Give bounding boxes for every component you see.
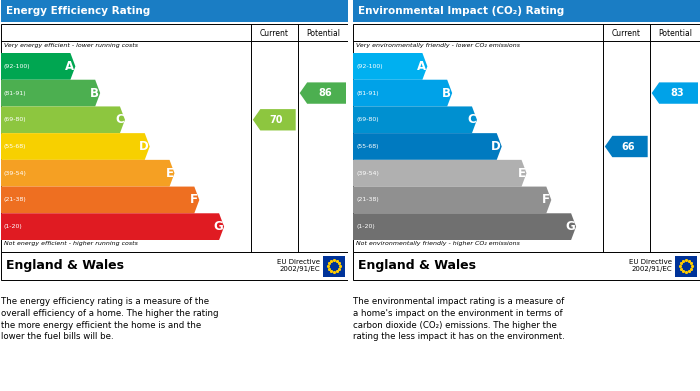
Polygon shape [353, 133, 502, 160]
Text: Not environmentally friendly - higher CO₂ emissions: Not environmentally friendly - higher CO… [356, 241, 520, 246]
Polygon shape [1, 106, 125, 133]
Text: G: G [566, 220, 575, 233]
Text: A: A [417, 60, 426, 73]
Text: B: B [90, 86, 99, 100]
Text: (69-80): (69-80) [356, 117, 379, 122]
Bar [353, 252, 700, 280]
Text: 66: 66 [622, 142, 636, 151]
Text: E: E [165, 167, 174, 180]
Text: F: F [190, 194, 198, 206]
Polygon shape [1, 80, 100, 106]
Text: A: A [65, 60, 74, 73]
Text: Current: Current [612, 29, 640, 38]
Text: Current: Current [260, 29, 289, 38]
Text: C: C [116, 113, 124, 126]
Text: (21-38): (21-38) [356, 197, 379, 203]
Text: (92-100): (92-100) [356, 64, 383, 69]
Bar [353, 24, 700, 252]
Bar [1, 252, 348, 280]
Polygon shape [353, 106, 477, 133]
Polygon shape [353, 213, 576, 240]
Text: 70: 70 [270, 115, 284, 125]
Text: The energy efficiency rating is a measure of the
overall efficiency of a home. T: The energy efficiency rating is a measur… [1, 297, 218, 341]
Polygon shape [1, 53, 76, 80]
Text: B: B [442, 86, 452, 100]
Polygon shape [1, 133, 150, 160]
Polygon shape [353, 160, 526, 187]
Polygon shape [353, 80, 452, 106]
Text: 83: 83 [671, 88, 684, 98]
Text: EU Directive
2002/91/EC: EU Directive 2002/91/EC [629, 260, 672, 273]
Text: C: C [467, 113, 476, 126]
Text: G: G [214, 220, 223, 233]
Text: Very energy efficient - lower running costs: Very energy efficient - lower running co… [4, 43, 138, 48]
Text: (81-91): (81-91) [4, 91, 27, 95]
Text: (1-20): (1-20) [4, 224, 22, 229]
Text: E: E [517, 167, 526, 180]
Polygon shape [1, 187, 199, 213]
Text: D: D [491, 140, 500, 153]
Text: (92-100): (92-100) [4, 64, 31, 69]
Text: Very environmentally friendly - lower CO₂ emissions: Very environmentally friendly - lower CO… [356, 43, 520, 48]
Polygon shape [1, 160, 174, 187]
Bar [1, 24, 348, 252]
Bar [353, 0, 700, 22]
Bar [1, 0, 348, 22]
Polygon shape [300, 83, 346, 104]
Text: The environmental impact rating is a measure of
a home's impact on the environme: The environmental impact rating is a mea… [353, 297, 565, 341]
Bar [323, 255, 345, 276]
Text: (69-80): (69-80) [4, 117, 27, 122]
Text: Energy Efficiency Rating: Energy Efficiency Rating [6, 6, 150, 16]
Text: (55-68): (55-68) [4, 144, 27, 149]
Polygon shape [353, 53, 428, 80]
Text: (21-38): (21-38) [4, 197, 27, 203]
Text: Not energy efficient - higher running costs: Not energy efficient - higher running co… [4, 241, 138, 246]
Polygon shape [605, 136, 648, 157]
Text: Environmental Impact (CO₂) Rating: Environmental Impact (CO₂) Rating [358, 6, 564, 16]
Text: England & Wales: England & Wales [358, 260, 476, 273]
Polygon shape [353, 187, 552, 213]
Text: EU Directive
2002/91/EC: EU Directive 2002/91/EC [277, 260, 320, 273]
Polygon shape [253, 109, 295, 131]
Polygon shape [1, 213, 224, 240]
Text: England & Wales: England & Wales [6, 260, 124, 273]
Bar [675, 255, 697, 276]
Text: Potential: Potential [658, 29, 692, 38]
Text: (55-68): (55-68) [356, 144, 379, 149]
Text: D: D [139, 140, 148, 153]
Text: Potential: Potential [306, 29, 340, 38]
Text: (1-20): (1-20) [356, 224, 374, 229]
Text: 86: 86 [318, 88, 332, 98]
Polygon shape [652, 83, 698, 104]
Text: (39-54): (39-54) [4, 171, 27, 176]
Text: F: F [542, 194, 550, 206]
Text: (39-54): (39-54) [356, 171, 379, 176]
Text: (81-91): (81-91) [356, 91, 379, 95]
